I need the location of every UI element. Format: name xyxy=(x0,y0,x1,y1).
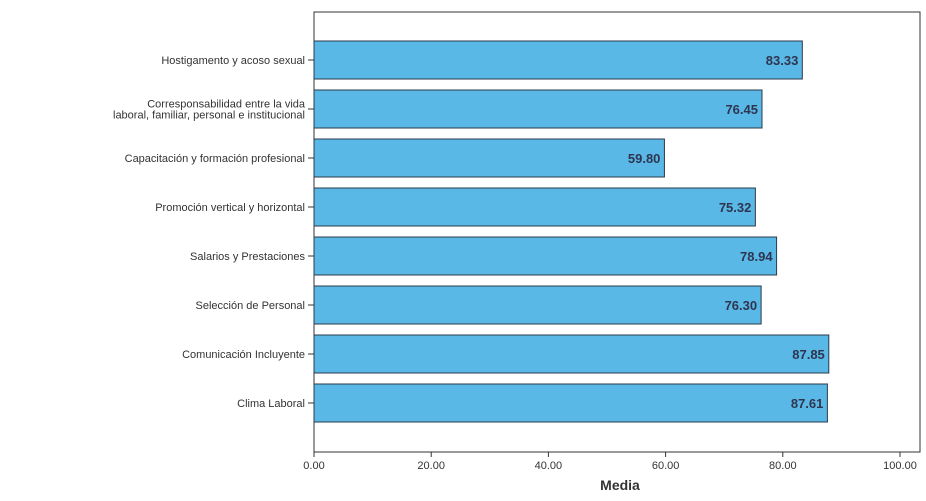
bar-value-label: 76.45 xyxy=(725,102,758,117)
bar xyxy=(313,40,803,80)
category-label: laboral, familiar, personal e institucio… xyxy=(113,110,305,122)
x-tick-label: 40.00 xyxy=(535,460,563,472)
bar xyxy=(313,236,778,276)
bar xyxy=(313,334,830,374)
x-tick-label: 0.00 xyxy=(303,460,324,472)
bar-value-label: 76.30 xyxy=(725,298,758,313)
bar-value-label: 59.80 xyxy=(628,151,661,166)
category-labels: Hostigamento y acoso sexual Corresponsabi… xyxy=(113,55,314,410)
x-tick-label: 80.00 xyxy=(769,460,797,472)
category-label: Salarios y Prestaciones xyxy=(190,251,305,263)
category-label: Hostigamento y acoso sexual xyxy=(161,55,305,67)
bar-value-label: 87.85 xyxy=(792,347,825,362)
x-tick-label: 100.00 xyxy=(883,460,917,472)
x-tick-label: 20.00 xyxy=(417,460,445,472)
bar-value-label: 87.61 xyxy=(791,396,824,411)
bar xyxy=(313,285,762,325)
x-tick-label: 60.00 xyxy=(652,460,680,472)
bar-group: 83.33 76.45 59.80 75.32 78.94 76.30 87.85 87.61 xyxy=(313,40,830,423)
bar xyxy=(313,89,763,129)
category-label: Comunicación Incluyente xyxy=(182,349,305,361)
bar-value-label: 75.32 xyxy=(719,200,752,215)
bar xyxy=(313,138,665,178)
category-label: Corresponsabilidad entre la vida xyxy=(147,99,306,111)
category-label: Promoción vertical y horizontal xyxy=(155,202,305,214)
category-label: Selección de Personal xyxy=(196,300,305,312)
category-label: Clima Laboral xyxy=(237,398,305,410)
bar-value-label: 78.94 xyxy=(740,249,773,264)
category-label: Capacitación y formación profesional xyxy=(125,153,305,165)
x-axis-ticks: 0.00 20.00 40.00 60.00 80.00 100.00 xyxy=(303,452,917,472)
bar xyxy=(313,383,828,423)
plot-area xyxy=(313,11,921,453)
bar-value-label: 83.33 xyxy=(766,53,799,68)
bar xyxy=(313,187,756,227)
x-axis-title: Media xyxy=(600,477,640,493)
